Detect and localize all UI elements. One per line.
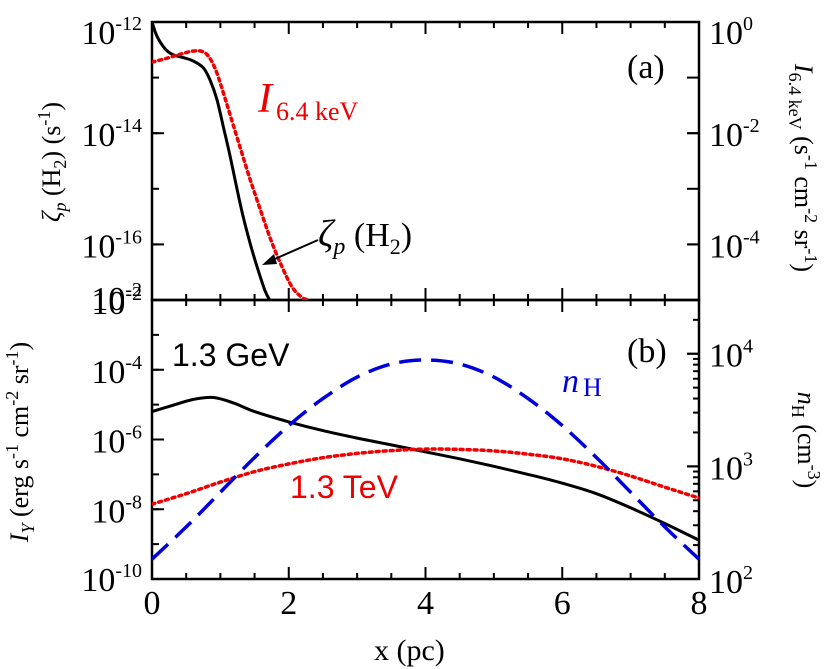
series-1-3-gev: [152, 395, 699, 542]
series-i-6-4-kev: [152, 49, 312, 300]
y-right-label-a: I6.4 keV (s-1 cm-2 sr-1): [785, 63, 821, 272]
panel-a-frame: [150, 20, 701, 302]
x-tick-label: 6: [554, 585, 571, 622]
y-left-tick-label: 10-4: [91, 352, 142, 391]
x-tick-label: 0: [144, 585, 161, 622]
label-i-6-4-kev: I 6.4 keV: [257, 76, 359, 126]
y-right-tick-label: 10-4: [709, 226, 760, 265]
y-left-tick-label: 10-2: [91, 283, 142, 322]
series-p-h2: [152, 22, 271, 300]
x-tick-label: 4: [417, 585, 434, 622]
y-right-tick-label: 102: [709, 562, 753, 601]
x-tick-label: 8: [691, 585, 708, 622]
label-1-3-gev: 1.3 GeV: [172, 337, 290, 373]
y-left-tick-label: 10-2: [91, 279, 142, 318]
y-left-label-b: IY (erg s-1 cm-2 sr-1): [2, 342, 38, 543]
y-right-tick-label: 103: [709, 448, 753, 487]
tick-labels-layer: 10-12 10-14 10-16 10-2 100 10-2 10-4 10-2 10-4 10…: [81, 13, 759, 622]
panel-a-series: [152, 22, 312, 300]
y-left-tick-label: 10-16: [81, 226, 142, 265]
y-left-tick-label: 10-14: [81, 115, 142, 154]
label-1-3-tev: 1.3 TeV: [290, 469, 399, 505]
ticks-layer: [151, 21, 700, 580]
x-axis-label: x (pc): [374, 634, 445, 667]
y-left-tick-label: 10-10: [81, 560, 142, 599]
y-right-tick-label: 10-2: [709, 115, 760, 154]
panel-b-label: (b): [627, 333, 667, 370]
series-n-h: [152, 358, 699, 561]
annotation-arrow: [262, 239, 319, 265]
y-right-tick-label: 104: [709, 336, 753, 375]
panel-b-series: [152, 358, 699, 561]
y-left-tick-label: 10-12: [81, 13, 142, 52]
y-left-tick-label: 10-8: [91, 491, 142, 530]
panel-a-label: (a): [627, 49, 665, 86]
label-zeta-p-h2: ζp (H2): [318, 213, 412, 260]
y-left-label-a: ζp (H2) (s-1): [34, 102, 70, 222]
x-tick-label: 2: [280, 585, 297, 622]
y-right-tick-label: 100: [709, 13, 753, 52]
y-right-label-b: nH (cm-3): [788, 392, 824, 489]
y-left-tick-label: 10-6: [91, 422, 142, 461]
